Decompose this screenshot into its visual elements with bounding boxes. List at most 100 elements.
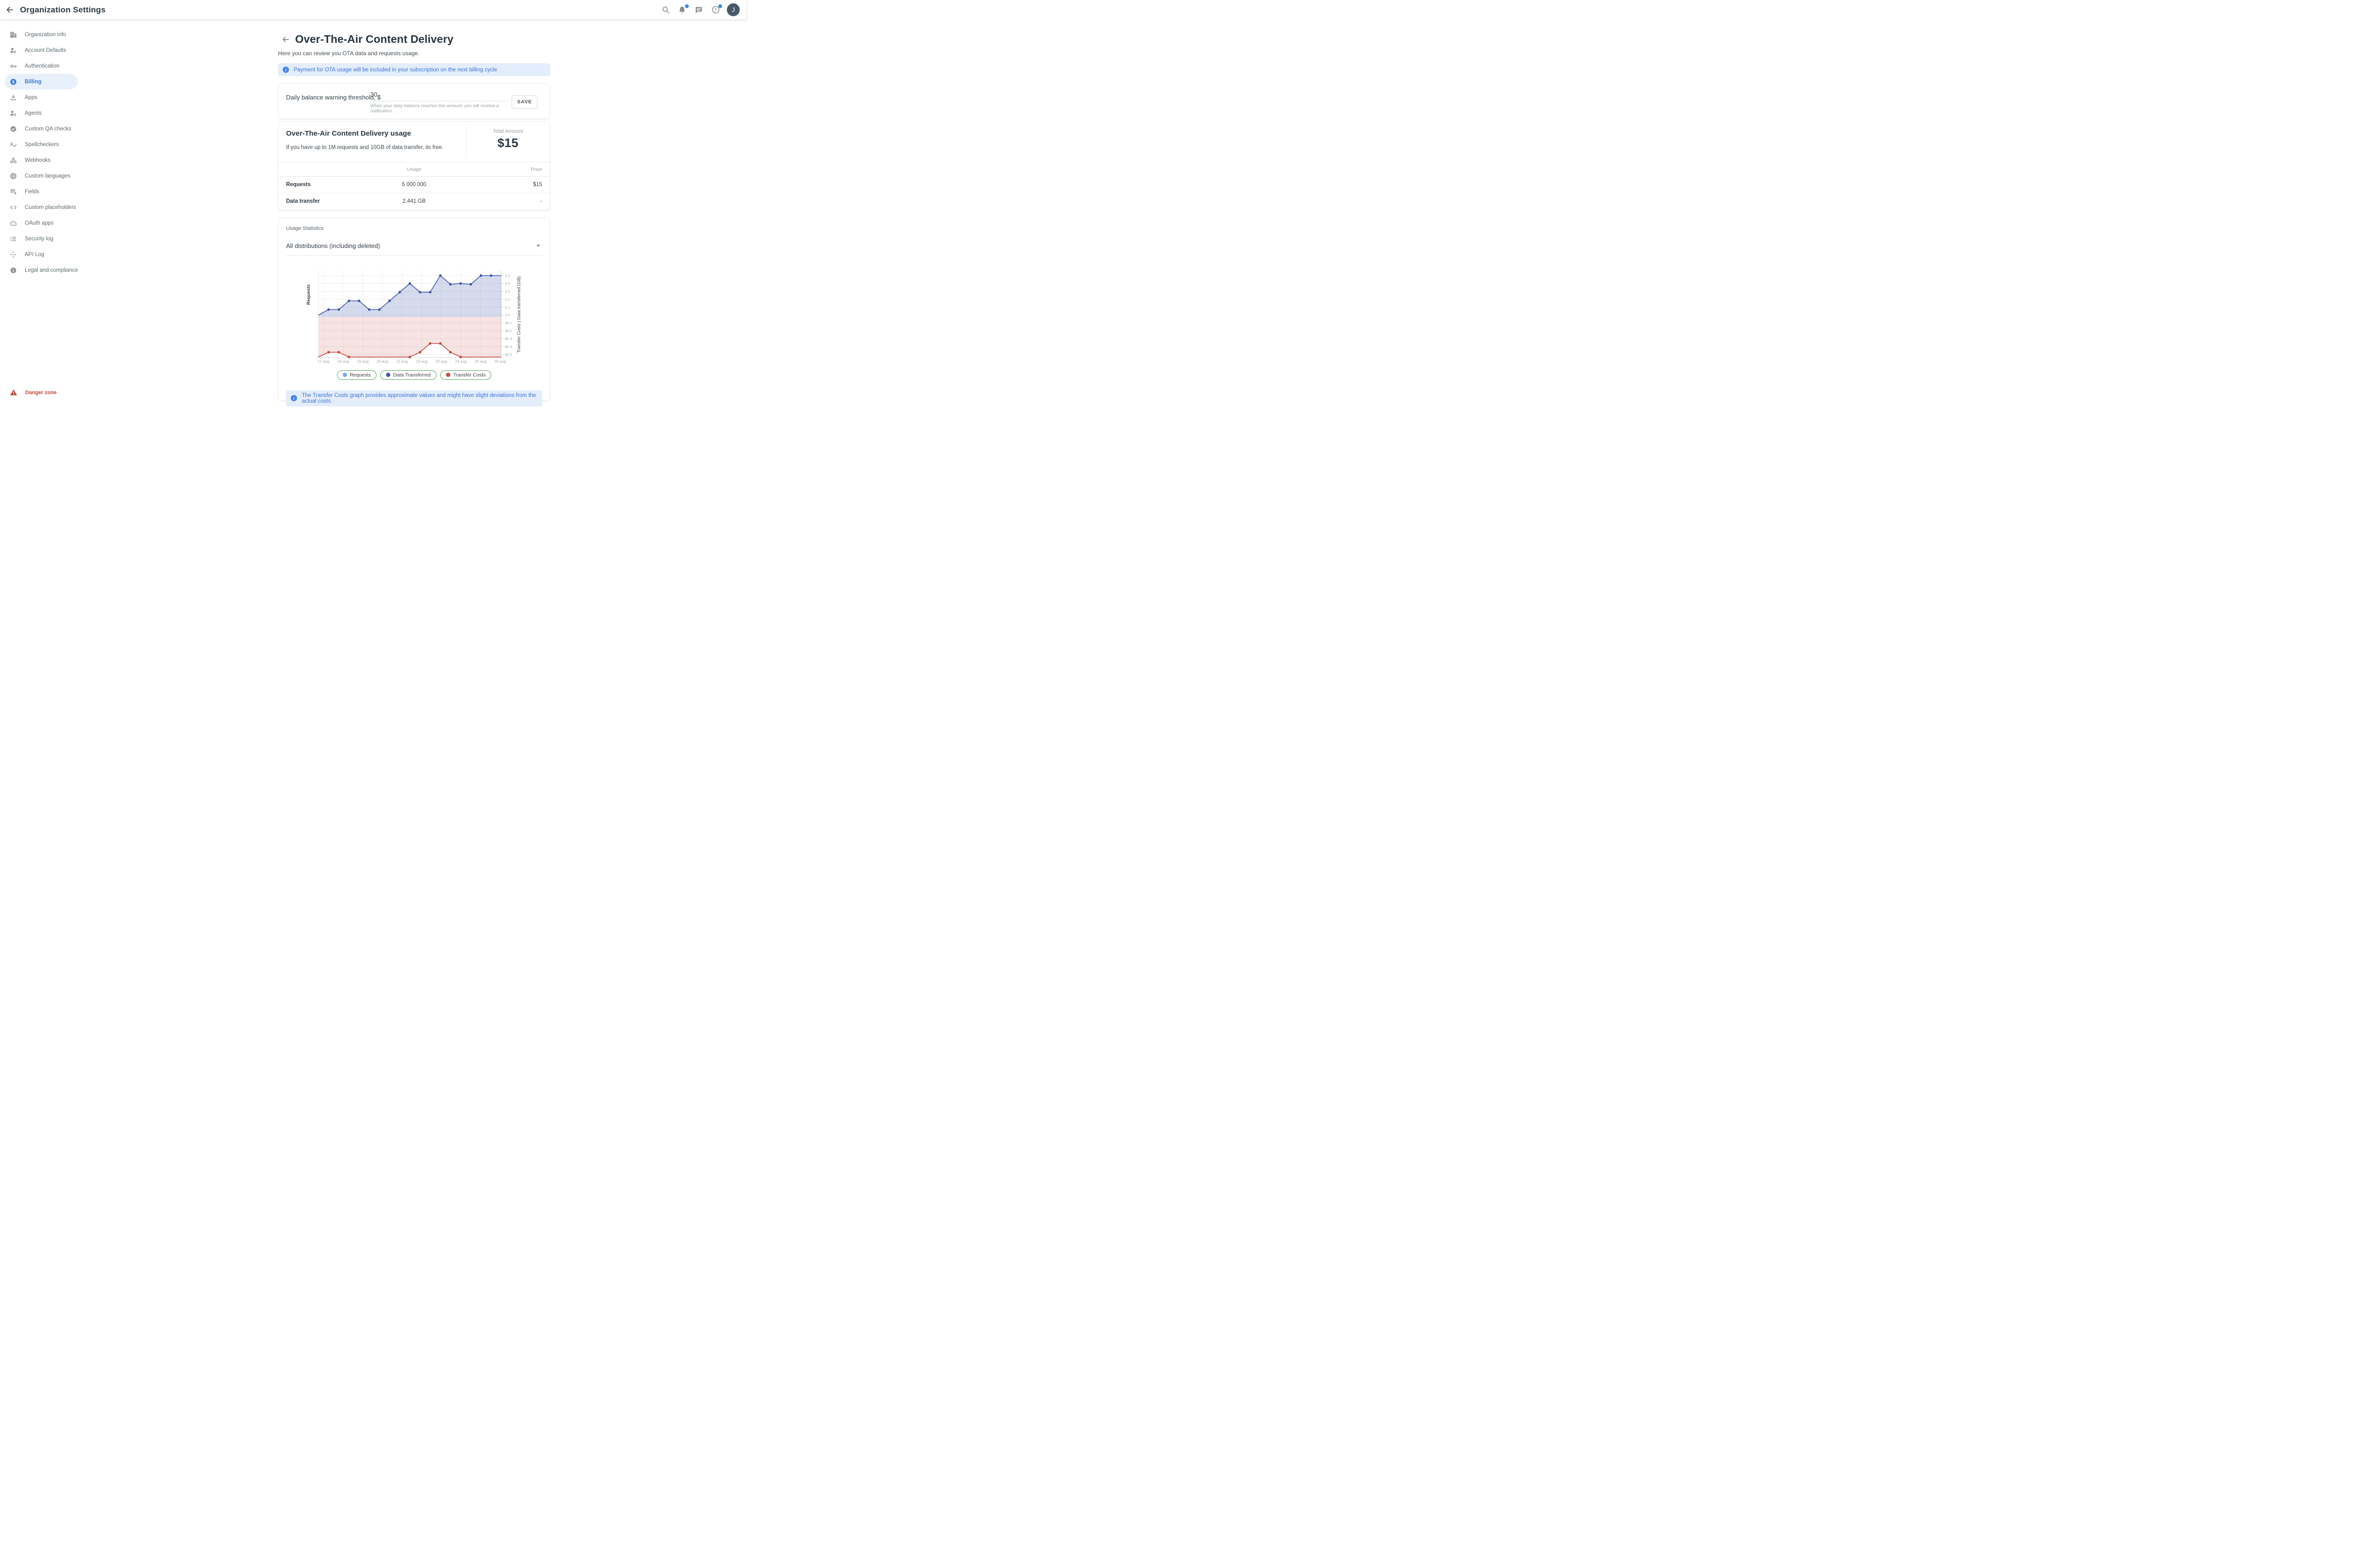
notifications-button[interactable] [677,4,689,15]
sidebar-item-account-defaults[interactable]: Account Defaults [5,42,78,58]
cloud-icon [10,219,17,227]
svg-text:0.1: 0.1 [505,305,510,309]
svg-text:Transfer Costs | Data transfer: Transfer Costs | Data transferred (GB) [516,276,522,353]
search-button[interactable] [660,5,671,15]
sidebar-item-fields[interactable]: Fields [5,184,78,199]
transfer-costs-banner-text: The Transfer Costs graph provides approx… [302,392,536,404]
help-icon: ? [712,6,719,14]
check-circle-icon [10,125,17,133]
sidebar-item-label: API Log [25,251,44,258]
sidebar-item-danger-zone[interactable]: Danger zone [5,385,100,400]
total-amount-label: Total Amount [493,129,523,134]
stats-title: Usage Statistics [286,225,324,231]
table-row-requests: Requests 5 000 000 $15 [278,176,550,193]
col-usage: Usage [373,162,455,177]
sidebar-item-label: Apps [25,94,38,100]
svg-text:?: ? [714,8,716,12]
stats-card: Usage Statistics All distributions (incl… [278,217,550,406]
svg-text:$: $ [12,79,15,84]
distribution-select[interactable]: All distributions (including deleted) [286,242,542,256]
sidebar-item-label: Billing [25,79,42,85]
col-price: Price [455,162,550,177]
usage-chart-wrap: 0.5 0.4 0.3 0.2 0.1 0.0 $0.1 $0.2 $0.3 $0.4 $0.5 17… [305,261,542,369]
api-arrows-icon [10,251,17,258]
legend-label: Requests [349,372,371,378]
svg-text:17 aug: 17 aug [317,359,329,364]
legend-chip-requests[interactable]: Requests [337,370,377,380]
svg-text:18 aug: 18 aug [337,359,349,364]
threshold-input[interactable] [370,89,510,101]
svg-text:Requests: Requests [306,284,311,305]
bell-icon [679,6,685,13]
sidebar-item-apps[interactable]: Apps [5,89,78,105]
sidebar-item-label: Authentication [25,63,60,69]
usage-card: Over-The-Air Content Delivery usage If y… [278,121,550,210]
legend-chip-data-transferred[interactable]: Data Transferred [380,370,436,380]
info-icon: i [283,67,289,73]
svg-text:$0.5: $0.5 [505,352,512,357]
list-icon [10,235,17,243]
legend-label: Data Transferred [393,372,431,378]
col-name [278,162,374,177]
total-amount-value: $15 [497,136,519,150]
svg-text:$0.4: $0.4 [505,344,512,348]
sidebar-item-custom-qa-checks[interactable]: Custom QA checks [5,121,78,137]
search-icon [662,6,669,13]
svg-text:20 aug: 20 aug [377,359,388,364]
payment-info-banner: i Payment for OTA usage will be included… [278,63,550,76]
sidebar-item-label: Custom QA checks [25,126,71,132]
sidebar-item-label: Security log [25,236,54,242]
topbar: Organization Settings ? J [0,0,746,20]
usage-table: Usage Price Requests 5 000 000 $15 Data … [278,162,550,210]
building-icon [10,31,17,39]
sidebar-item-spellcheckers[interactable]: A Spellcheckers [5,137,78,152]
sidebar-item-security-log[interactable]: Security log [5,231,78,247]
threshold-input-wrap: When your daily balance reaches this amo… [370,89,510,114]
user-gear-icon [10,47,17,54]
sidebar-item-label: Custom languages [25,173,70,179]
legend-chip-transfer-costs[interactable]: Transfer Costs [440,370,492,380]
threshold-label: Daily balance warning threshold, $ [286,94,381,101]
code-icon [10,204,17,211]
sidebar-item-oauth-apps[interactable]: OAuth apps [5,215,78,231]
key-icon [10,62,17,70]
sidebar-item-custom-languages[interactable]: Custom languages [5,168,78,184]
svg-text:24 aug: 24 aug [455,359,466,364]
topbar-actions: ? J [660,3,746,16]
sidebar-item-billing[interactable]: $ Billing [5,74,78,89]
row-name: Requests [278,176,374,193]
messages-button[interactable] [694,5,704,15]
info-circle-icon [10,267,17,274]
sidebar-item-legal-and-compliance[interactable]: Legal and compliance [5,262,78,278]
main-content: Over-The-Air Content Delivery Here you c… [278,20,550,406]
svg-text:0.4: 0.4 [505,281,510,286]
list-plus-icon [10,188,17,196]
chart-legend: Requests Data Transferred Transfer Costs [286,370,542,380]
usage-title: Over-The-Air Content Delivery usage [286,129,411,138]
save-button[interactable]: SAVE [512,95,537,109]
svg-text:0.3: 0.3 [505,289,510,293]
sidebar-item-api-log[interactable]: API Log [5,247,78,262]
back-button[interactable] [0,0,19,20]
sidebar-item-custom-placeholders[interactable]: Custom placeholders [5,199,78,215]
svg-text:$0.2: $0.2 [505,328,512,333]
requests-dot-icon [342,373,347,377]
svg-text:19 aug: 19 aug [357,359,368,364]
sidebar-item-agents[interactable]: Agents [5,105,78,121]
sidebar-item-label: Spellcheckers [25,141,59,148]
sidebar-item-label: Custom placeholders [25,204,77,210]
help-badge [718,4,722,8]
avatar[interactable]: J [727,3,740,16]
sidebar-item-authentication[interactable]: Authentication [5,58,78,74]
row-usage: 5 000 000 [373,176,455,193]
help-button[interactable]: ? [710,4,722,15]
sidebar-item-label: Webhooks [25,157,51,163]
chevron-down-icon [536,244,540,247]
page-back-button[interactable] [281,35,290,44]
svg-text:0.0: 0.0 [505,313,510,317]
svg-text:21 aug: 21 aug [396,359,407,364]
legend-label: Transfer Costs [453,372,486,378]
sidebar-item-organization-info[interactable]: Organization info [5,27,78,42]
sidebar-item-webhooks[interactable]: Webhooks [5,152,78,168]
row-price: $15 [455,176,550,193]
